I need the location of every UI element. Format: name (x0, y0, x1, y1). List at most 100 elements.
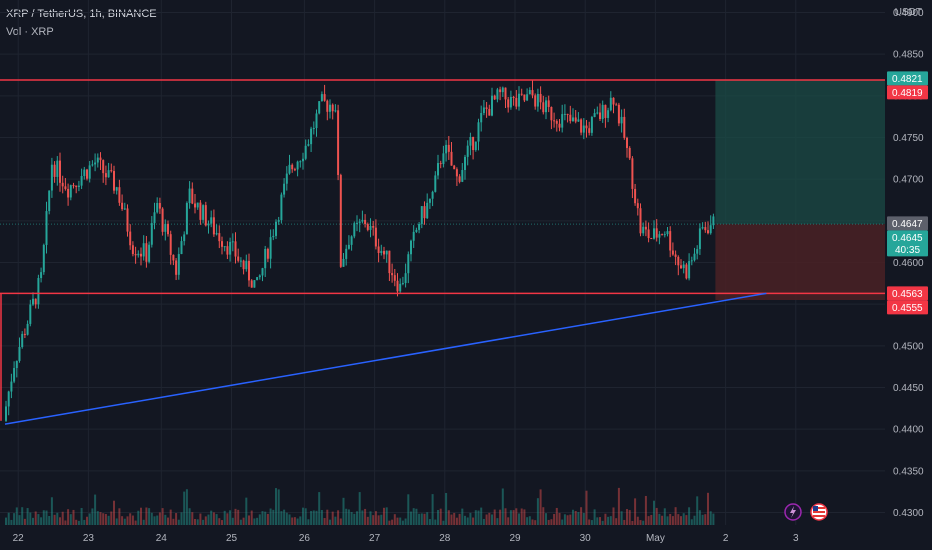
volume-bar (361, 510, 364, 525)
price-tag (887, 71, 928, 86)
volume-bar (302, 507, 304, 525)
volume-bar (264, 511, 267, 525)
candle-body (40, 272, 43, 279)
volume-bar (404, 518, 407, 525)
candle-body (215, 233, 218, 235)
candle-body (604, 104, 607, 118)
volume-bar (415, 508, 418, 525)
volume-bar (50, 497, 53, 525)
candle-body (356, 222, 358, 224)
candle-body (96, 157, 99, 163)
y-tick-label: 0.4750 (893, 133, 924, 144)
candle-body (153, 212, 156, 224)
candle-body (482, 107, 485, 114)
volume-bar (553, 514, 556, 525)
volume-bar (682, 513, 685, 525)
horizontal-levels (0, 79, 885, 421)
candle-body (474, 141, 477, 151)
candle-body (712, 216, 715, 226)
volume-bar (242, 517, 245, 525)
volume-bar (167, 517, 169, 525)
candle-body (256, 277, 259, 281)
volume-bar (658, 513, 661, 525)
candle-body (72, 185, 75, 187)
volume-bar (358, 492, 361, 525)
candle-body (588, 128, 591, 133)
volume-bar (204, 516, 207, 525)
candle-body (671, 250, 674, 255)
candle-body (245, 260, 248, 270)
volume-bar (315, 510, 318, 525)
volume-bar (671, 516, 674, 525)
candle-body (496, 89, 499, 100)
x-tick-label: 27 (369, 533, 381, 544)
volume-bar (496, 518, 499, 525)
volume-bar (148, 508, 151, 525)
volume-bar (77, 520, 80, 525)
volume-bar (67, 509, 70, 525)
time-axis: 22 23 24 25 26 27 28 29 30 May 2 3 (13, 533, 799, 544)
candle-body (523, 94, 526, 101)
candle-body (631, 158, 634, 189)
candle-body (315, 113, 318, 129)
volume-bar (569, 514, 572, 525)
volume-bar (280, 511, 283, 525)
volume-bar (634, 498, 637, 525)
volume-bar (283, 509, 286, 525)
price-tag-label: 0.4819 (892, 88, 923, 99)
candle-body (291, 164, 294, 170)
candle-body (374, 227, 377, 247)
candle-body (639, 208, 642, 234)
volume-bar (488, 512, 491, 525)
volume-bar (377, 515, 380, 525)
candle-body (458, 176, 461, 182)
candle-body (337, 110, 340, 175)
volume-bar (653, 500, 655, 525)
volume-bar (175, 513, 178, 525)
volume-bar (261, 511, 264, 525)
candle-body (318, 101, 321, 114)
candle-body (177, 254, 180, 275)
candle-body (536, 93, 539, 107)
y-tick-label: 0.4900 (893, 8, 924, 19)
candle-body (307, 144, 310, 146)
volume-bar (285, 512, 288, 525)
volume-bar (374, 511, 377, 525)
candle-body (258, 275, 261, 278)
candle-body (185, 203, 188, 235)
candle-body (280, 194, 283, 221)
candle-body (64, 186, 67, 189)
volume-bar (88, 513, 91, 525)
volume-bar (534, 520, 537, 525)
volume-bar (412, 508, 415, 525)
candle-body (412, 231, 415, 241)
candle-body (172, 254, 175, 261)
volume-bar (131, 515, 134, 525)
candle-body (480, 113, 483, 123)
volume-bar (342, 497, 345, 525)
ascending-trendline (4, 292, 767, 425)
volume-bar (555, 507, 558, 525)
volume-bar (221, 520, 223, 525)
candle-body (666, 231, 669, 235)
candle-body (534, 95, 537, 107)
candle-body (461, 169, 464, 182)
candle-body (447, 144, 450, 152)
candle-body (472, 136, 475, 151)
candle-body (434, 175, 437, 192)
candle-body (415, 229, 418, 232)
candle-body (164, 223, 167, 232)
y-tick-label: 0.4400 (893, 425, 924, 436)
volume-bar (72, 509, 75, 525)
volume-bar (231, 517, 234, 525)
volume-bar (104, 513, 107, 525)
volume-bar (707, 492, 709, 525)
candle-body (501, 87, 504, 93)
candle-body (326, 100, 329, 112)
candle-body (21, 333, 24, 347)
candle-body (118, 187, 121, 203)
candle-body (56, 160, 59, 177)
volume-bar (40, 517, 43, 525)
volume-bar (307, 519, 310, 525)
